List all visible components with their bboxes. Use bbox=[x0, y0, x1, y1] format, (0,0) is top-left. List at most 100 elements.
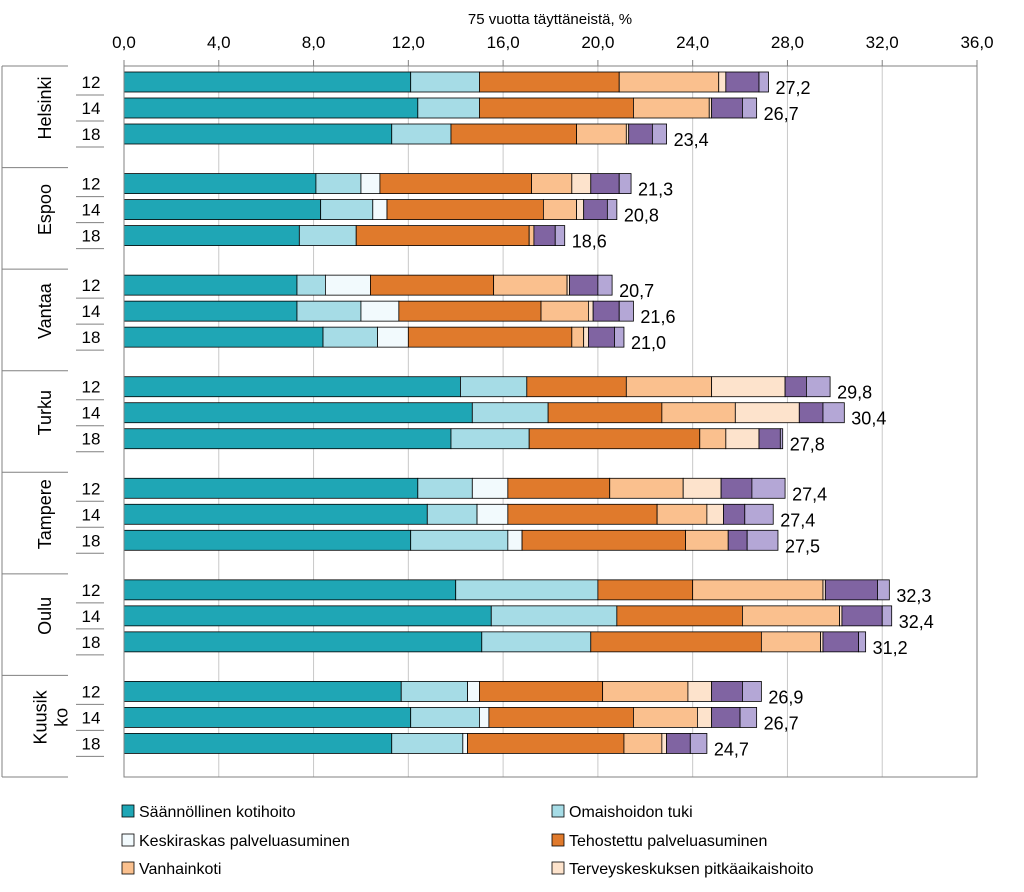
bar-segment bbox=[377, 326, 409, 348]
year-label: 12 bbox=[82, 581, 101, 600]
bar-segment bbox=[602, 681, 689, 702]
bar-segment bbox=[569, 274, 599, 296]
bar-total-label: 30,4 bbox=[851, 409, 886, 429]
bar-segment bbox=[123, 503, 428, 525]
bar-segment bbox=[583, 199, 608, 220]
bar-segment bbox=[417, 477, 473, 499]
bar-segment bbox=[123, 477, 419, 499]
bar-segment bbox=[742, 605, 840, 627]
bar-segment bbox=[614, 326, 625, 348]
city-label: Espoo bbox=[35, 184, 55, 235]
city-label: Oulu bbox=[35, 597, 55, 635]
bar-segment bbox=[123, 733, 393, 754]
bar-segment bbox=[725, 71, 760, 93]
bar-segment bbox=[450, 123, 577, 145]
bar-segment bbox=[685, 529, 729, 551]
bar-segment bbox=[592, 300, 620, 322]
bar-segment bbox=[623, 733, 663, 754]
bar-segment bbox=[450, 428, 530, 450]
bar-segment bbox=[590, 631, 762, 653]
x-tick-label: 20,0 bbox=[581, 33, 614, 52]
legend-label: Säännöllinen kotihoito bbox=[139, 804, 296, 821]
bar-segment bbox=[571, 326, 585, 348]
legend-label: Vanhainkoti bbox=[139, 861, 221, 878]
bar-total-label: 27,5 bbox=[785, 536, 820, 556]
bar-total-label: 26,9 bbox=[768, 687, 803, 707]
legend-swatch bbox=[121, 833, 135, 847]
bar-segment bbox=[651, 123, 668, 145]
year-label: 14 bbox=[82, 302, 101, 321]
bar-segment bbox=[666, 733, 691, 754]
bar-segment bbox=[471, 402, 549, 424]
bar-segment bbox=[687, 681, 713, 702]
legend-label: Tehostettu palveluasuminen bbox=[569, 833, 767, 850]
bar-segment bbox=[881, 605, 893, 627]
bar-segment bbox=[877, 579, 890, 601]
bar-segment bbox=[661, 733, 668, 754]
x-tick-label: 8,0 bbox=[302, 33, 326, 52]
bar-segment bbox=[123, 579, 457, 601]
year-label: 12 bbox=[82, 378, 101, 397]
bar-segment bbox=[711, 376, 786, 398]
x-axis: 75 vuotta täyttäneistä, % 0,0 4,0 8,0 12,0 1… bbox=[112, 11, 994, 66]
bar-segment bbox=[488, 707, 634, 728]
x-axis-title: 75 vuotta täyttäneistä, % bbox=[468, 11, 632, 28]
bar-segment bbox=[493, 274, 568, 296]
x-tick-label: 4,0 bbox=[207, 33, 231, 52]
bar-segment bbox=[656, 503, 708, 525]
legend-swatch bbox=[551, 861, 565, 875]
bar-segment bbox=[758, 428, 781, 450]
bar-segment bbox=[123, 199, 322, 220]
bar-segment bbox=[723, 503, 746, 525]
bar-segment bbox=[407, 326, 573, 348]
bar-total-label: 29,8 bbox=[837, 383, 872, 403]
bar-segment bbox=[824, 579, 878, 601]
bar-segment bbox=[542, 199, 577, 220]
bar-segment bbox=[711, 681, 743, 702]
y-axis-labels: Helsinki 12 14 18 Espoo 12 14 18 Vantaa 12 14 18 Tur… bbox=[1, 65, 104, 778]
bar-segment bbox=[528, 225, 535, 246]
bar-segment bbox=[718, 71, 727, 93]
bar-segment bbox=[711, 707, 741, 728]
bar-segment bbox=[742, 97, 758, 119]
bar-total-label: 24,7 bbox=[714, 739, 749, 759]
bar-segment bbox=[618, 173, 632, 194]
bar-total-label: 31,2 bbox=[873, 638, 908, 658]
bar-total-label: 20,8 bbox=[624, 206, 659, 226]
x-tick-label: 32,0 bbox=[866, 33, 899, 52]
year-label: 18 bbox=[82, 125, 101, 144]
bar-segment bbox=[462, 733, 468, 754]
bar-segment bbox=[758, 71, 769, 93]
city-label: Vantaa bbox=[35, 282, 55, 339]
bar-segment bbox=[322, 326, 378, 348]
bar-segment bbox=[123, 225, 300, 246]
bar-segment bbox=[576, 199, 585, 220]
bar-segment bbox=[633, 97, 710, 119]
year-label: 18 bbox=[82, 633, 101, 652]
legend-swatch bbox=[121, 804, 135, 818]
bar-segment bbox=[123, 123, 393, 145]
bar-segment bbox=[123, 631, 483, 653]
bar-segment bbox=[123, 274, 298, 296]
bar-segment bbox=[315, 173, 362, 194]
bar-segment bbox=[320, 199, 374, 220]
bar-segment bbox=[455, 579, 599, 601]
bar-segment bbox=[739, 707, 758, 728]
bar-total-label: 21,3 bbox=[638, 180, 673, 200]
bar-segment bbox=[123, 402, 473, 424]
bar-segment bbox=[571, 173, 592, 194]
bar-total-label: 26,7 bbox=[764, 713, 799, 733]
bar-segment bbox=[391, 123, 452, 145]
year-label: 14 bbox=[82, 99, 101, 118]
bar-segment bbox=[720, 477, 753, 499]
legend-label: Keskiraskas palveluasuminen bbox=[139, 833, 350, 850]
bar-segment bbox=[467, 733, 625, 754]
bar-segment bbox=[609, 477, 684, 499]
bar-segment bbox=[123, 300, 298, 322]
bar-segment bbox=[123, 529, 412, 551]
bar-segment bbox=[618, 300, 634, 322]
year-label: 12 bbox=[82, 479, 101, 498]
city-label: Kuusikko bbox=[31, 689, 72, 744]
bar-segment bbox=[590, 173, 620, 194]
